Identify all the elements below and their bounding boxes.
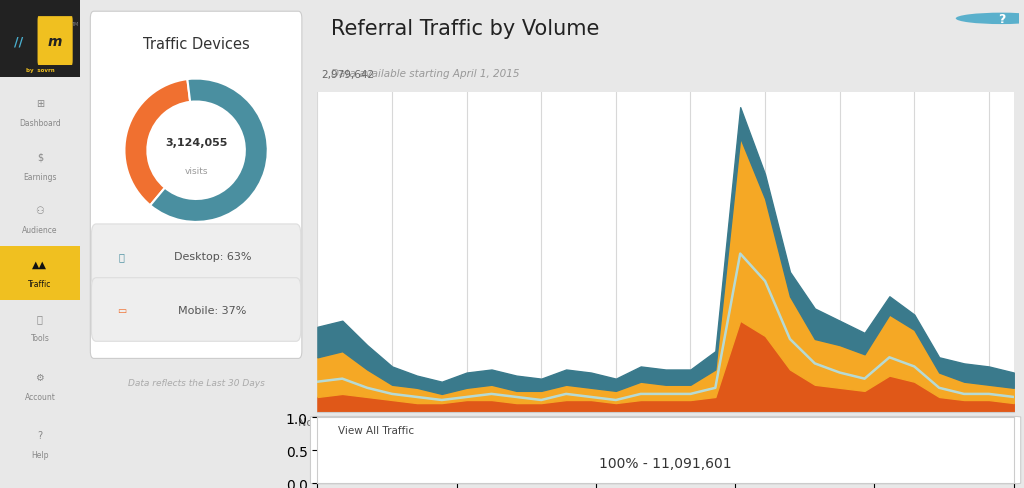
Text: Dashboard: Dashboard (19, 119, 60, 127)
FancyBboxPatch shape (310, 417, 1021, 484)
FancyBboxPatch shape (91, 278, 301, 342)
Wedge shape (151, 80, 267, 223)
Text: 100% - 11,091,601: 100% - 11,091,601 (599, 456, 732, 470)
Text: $: $ (37, 152, 43, 162)
Circle shape (955, 14, 1024, 25)
Text: Traffic: Traffic (29, 280, 51, 288)
Text: //: // (14, 35, 24, 48)
Text: View All Traffic: View All Traffic (338, 426, 415, 435)
Text: by  sovrn: by sovrn (26, 68, 54, 73)
Text: Account: Account (25, 392, 55, 401)
Bar (0, 0, 80, 78)
Bar (0, 246, 80, 300)
FancyBboxPatch shape (91, 224, 301, 288)
Text: ?: ? (37, 430, 43, 440)
Text: ⚇: ⚇ (36, 206, 44, 216)
Text: Data reflects the Last 30 Days: Data reflects the Last 30 Days (128, 379, 264, 387)
Text: Audience: Audience (23, 226, 57, 235)
Text: 🔧: 🔧 (37, 313, 43, 323)
Text: visits: visits (184, 166, 208, 176)
Text: ⚙: ⚙ (36, 372, 44, 382)
Text: ?: ? (997, 13, 1005, 26)
Text: Referral Traffic by Volume: Referral Traffic by Volume (332, 20, 600, 39)
Text: TM: TM (71, 22, 78, 27)
Text: Earnings: Earnings (24, 172, 56, 181)
Text: 3,124,055: 3,124,055 (165, 137, 227, 147)
Wedge shape (125, 80, 190, 206)
Text: 2,979,642: 2,979,642 (321, 70, 374, 80)
Text: ⬜: ⬜ (119, 251, 125, 261)
Text: ⊞: ⊞ (36, 99, 44, 108)
Text: Help: Help (31, 450, 49, 459)
Text: ▲▲: ▲▲ (33, 260, 47, 269)
Text: ▭: ▭ (117, 305, 126, 315)
FancyBboxPatch shape (38, 17, 73, 66)
FancyBboxPatch shape (90, 12, 302, 359)
Text: Data available starting April 1, 2015: Data available starting April 1, 2015 (332, 68, 520, 79)
Text: Tools: Tools (31, 333, 49, 342)
Text: Traffic Devices: Traffic Devices (142, 37, 250, 51)
Text: Mobile: 37%: Mobile: 37% (178, 305, 247, 315)
Text: m: m (48, 35, 62, 48)
Text: Desktop: 63%: Desktop: 63% (174, 251, 251, 261)
